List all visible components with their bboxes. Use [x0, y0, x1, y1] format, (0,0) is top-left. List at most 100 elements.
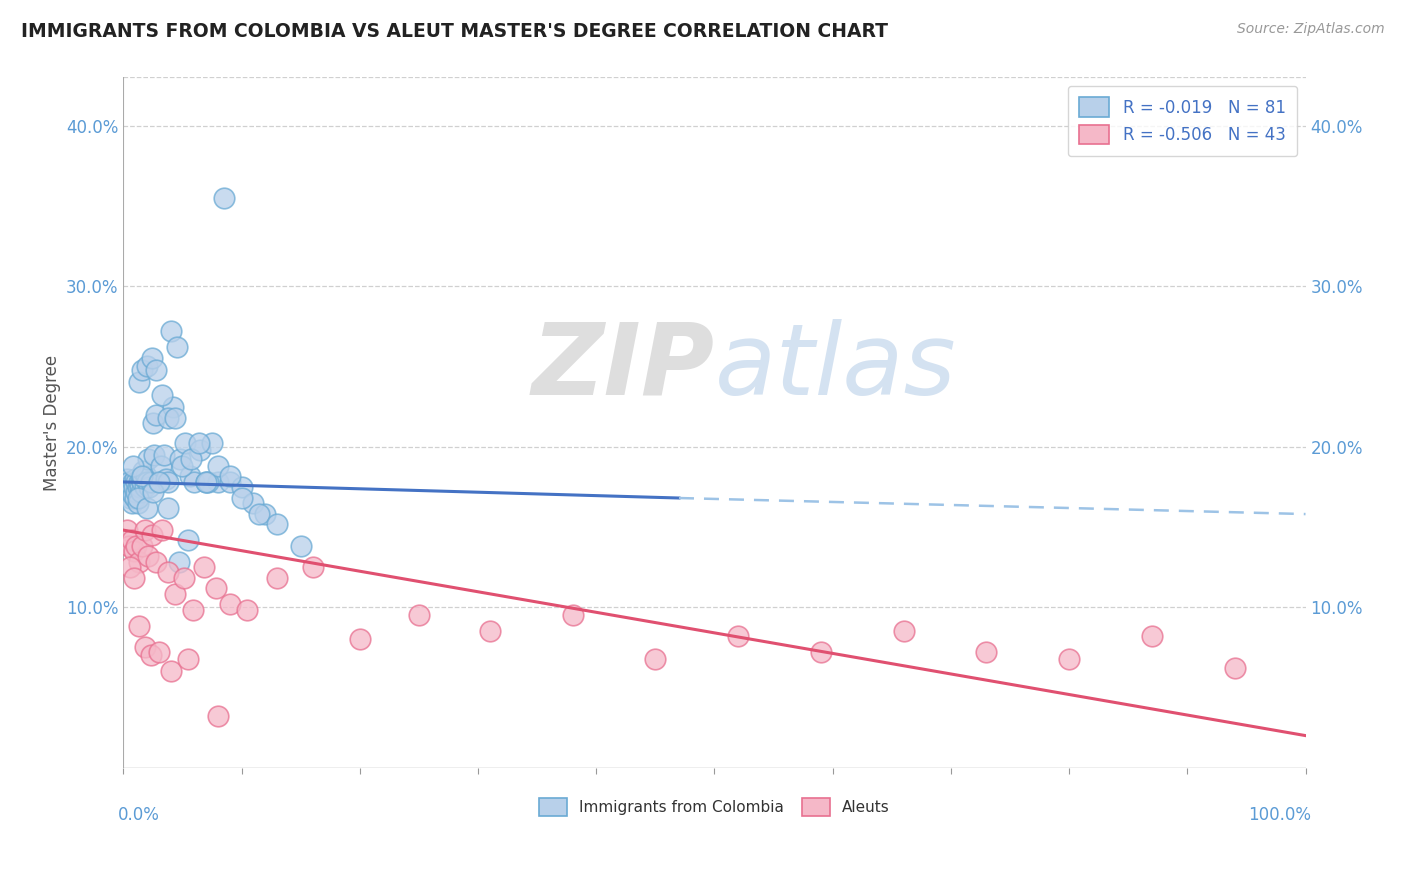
Point — [218, 597, 240, 611]
Point — [150, 523, 173, 537]
Point — [118, 488, 141, 502]
Point — [115, 472, 138, 486]
Point — [169, 452, 191, 467]
Point — [148, 475, 170, 489]
Point — [1140, 629, 1163, 643]
Point — [139, 475, 162, 489]
Point — [177, 651, 200, 665]
Point — [150, 388, 173, 402]
Point — [131, 468, 153, 483]
Point — [132, 464, 155, 478]
Point — [157, 475, 180, 489]
Point — [157, 410, 180, 425]
Point — [150, 458, 173, 473]
Text: IMMIGRANTS FROM COLOMBIA VS ALEUT MASTER'S DEGREE CORRELATION CHART: IMMIGRANTS FROM COLOMBIA VS ALEUT MASTER… — [21, 22, 889, 41]
Point — [118, 475, 141, 489]
Point — [155, 472, 177, 486]
Point — [128, 475, 150, 489]
Point — [128, 555, 150, 569]
Point — [115, 523, 138, 537]
Point — [122, 544, 145, 558]
Point — [131, 475, 153, 489]
Point — [254, 507, 277, 521]
Point — [139, 648, 162, 663]
Text: atlas: atlas — [714, 318, 956, 416]
Point — [145, 408, 167, 422]
Point — [976, 645, 998, 659]
Point — [207, 475, 229, 489]
Point — [349, 632, 371, 647]
Point — [157, 565, 180, 579]
Point — [124, 472, 146, 486]
Point — [727, 629, 749, 643]
Point — [183, 475, 205, 489]
Point — [231, 480, 253, 494]
Point — [478, 624, 501, 639]
Point — [162, 400, 184, 414]
Point — [141, 351, 163, 366]
Point — [172, 458, 194, 473]
Point — [131, 539, 153, 553]
Point — [143, 448, 166, 462]
Point — [125, 475, 148, 489]
Point — [129, 480, 152, 494]
Point — [1223, 661, 1246, 675]
Point — [129, 484, 152, 499]
Point — [236, 603, 259, 617]
Point — [231, 491, 253, 505]
Point — [128, 376, 150, 390]
Point — [145, 555, 167, 569]
Point — [201, 436, 224, 450]
Point — [408, 608, 430, 623]
Point — [121, 475, 143, 489]
Point — [122, 480, 145, 494]
Point — [148, 475, 170, 489]
Point — [148, 645, 170, 659]
Point — [1057, 651, 1080, 665]
Point — [136, 549, 159, 563]
Point — [136, 475, 159, 489]
Point — [121, 496, 143, 510]
Point — [121, 488, 143, 502]
Point — [266, 571, 288, 585]
Text: 100.0%: 100.0% — [1249, 805, 1312, 823]
Point — [127, 480, 149, 494]
Point — [125, 539, 148, 553]
Point — [893, 624, 915, 639]
Point — [166, 340, 188, 354]
Point — [173, 571, 195, 585]
Point — [193, 560, 215, 574]
Point — [204, 581, 226, 595]
Point — [127, 496, 149, 510]
Point — [188, 436, 211, 450]
Point — [810, 645, 832, 659]
Point — [136, 452, 159, 467]
Text: 0.0%: 0.0% — [118, 805, 159, 823]
Text: ZIP: ZIP — [531, 318, 714, 416]
Point — [121, 480, 143, 494]
Point — [134, 523, 156, 537]
Point — [131, 362, 153, 376]
Point — [142, 484, 165, 499]
Point — [181, 603, 204, 617]
Point — [117, 480, 139, 494]
Point — [242, 496, 264, 510]
Point — [142, 416, 165, 430]
Point — [207, 458, 229, 473]
Point — [188, 442, 211, 457]
Point — [159, 665, 181, 679]
Point — [173, 436, 195, 450]
Point — [165, 410, 187, 425]
Point — [136, 500, 159, 515]
Point — [145, 362, 167, 376]
Point — [141, 528, 163, 542]
Point — [120, 491, 142, 505]
Point — [561, 608, 583, 623]
Point — [197, 475, 219, 489]
Point — [136, 359, 159, 374]
Point — [195, 475, 218, 489]
Text: Source: ZipAtlas.com: Source: ZipAtlas.com — [1237, 22, 1385, 37]
Point — [195, 475, 218, 489]
Point — [159, 324, 181, 338]
Point — [266, 516, 288, 531]
